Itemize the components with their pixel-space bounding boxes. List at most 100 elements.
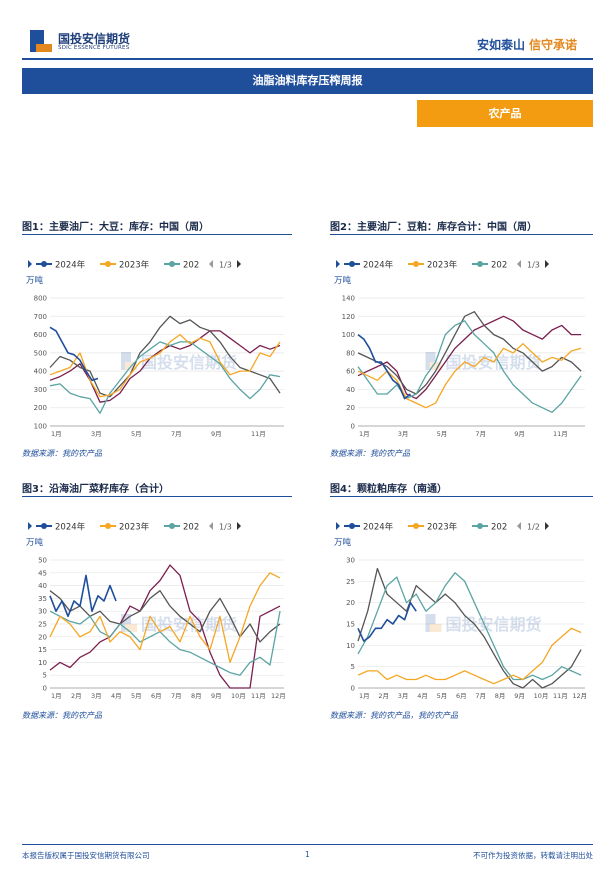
y-tick-label: 60: [346, 368, 355, 376]
legend-swatch-dot: [477, 261, 483, 267]
x-tick-label: 11月: [553, 692, 568, 700]
y-tick-label: 5: [351, 663, 355, 671]
legend-page-prev-icon[interactable]: [209, 522, 213, 530]
x-tick-label: 7月: [475, 430, 486, 438]
chart-3-source: 数据来源：我的农产品: [22, 711, 102, 720]
y-tick-label: 15: [346, 621, 355, 629]
slogan: 安如泰山 信守承诺: [477, 36, 577, 53]
y-tick-label: 20: [38, 633, 47, 641]
chart-2-title-rule: [330, 234, 593, 235]
y-tick-label: 700: [34, 313, 47, 321]
legend-label[interactable]: 2023年: [119, 260, 150, 271]
y-tick-label: 120: [342, 313, 355, 321]
legend-label[interactable]: 202: [183, 261, 199, 271]
chart-legend: 2024年 2023年 202 1/2: [336, 522, 549, 533]
x-tick-label: 11月: [251, 692, 266, 700]
legend-label[interactable]: 202: [183, 523, 199, 533]
footer-page-number: 1: [305, 850, 310, 859]
chart-legend: 2024年 2023年 202 1/3: [28, 260, 241, 271]
series-line-3: [357, 320, 582, 413]
y-unit-label: 万吨: [26, 275, 44, 286]
x-tick-label: 5月: [131, 692, 142, 700]
legend-swatch-dot: [169, 523, 175, 529]
legend-label[interactable]: 2023年: [119, 522, 150, 533]
legend-swatch-dot: [349, 523, 355, 529]
legend-page-next-icon[interactable]: [237, 260, 241, 268]
slogan-part-1: 安如泰山: [476, 38, 525, 52]
y-tick-label: 20: [346, 404, 355, 412]
series-line-2: [357, 343, 582, 409]
legend-prev-icon[interactable]: [28, 522, 32, 530]
x-tick-label: 3月: [91, 692, 102, 700]
y-tick-label: 40: [38, 582, 47, 590]
x-tick-label: 3月: [398, 692, 409, 700]
legend-label[interactable]: 2024年: [55, 522, 86, 533]
x-tick-label: 1月: [359, 692, 370, 700]
logo-text-cn: 国投安信期货: [58, 32, 131, 46]
y-tick-label: 0: [351, 685, 355, 693]
y-tick-label: 5: [43, 672, 47, 680]
chart-2-title: 图2：主要油厂：豆粕：库存合计：中国（周）: [330, 222, 537, 233]
legend-label[interactable]: 202: [491, 523, 507, 533]
chart-legend: 2024年 2023年 202 1/3: [336, 260, 549, 271]
y-tick-label: 25: [38, 621, 47, 629]
chart-2: 2024年 2023年 202 1/3 万吨 0 20 40 60 80 100 120 140 1月 3月…: [334, 260, 585, 438]
y-tick-label: 800: [34, 295, 47, 303]
series-line-2: [357, 627, 582, 685]
legend-page-next-icon[interactable]: [545, 522, 549, 530]
legend-page-next-icon[interactable]: [237, 522, 241, 530]
chart-4-title-rule: [330, 496, 593, 497]
y-tick-label: 200: [34, 404, 47, 412]
legend-label[interactable]: 202: [491, 261, 507, 271]
legend-page-prev-icon[interactable]: [209, 260, 213, 268]
watermark-mark-icon: [425, 614, 436, 632]
legend-prev-icon[interactable]: [28, 260, 32, 268]
y-tick-label: 80: [346, 349, 355, 357]
x-tick-label: 1月: [51, 692, 62, 700]
footer-rule: [22, 844, 593, 845]
legend-swatch-dot: [41, 523, 47, 529]
legend-page-prev-icon[interactable]: [517, 522, 521, 530]
series-line-1: [49, 574, 117, 618]
legend-label[interactable]: 2024年: [363, 260, 394, 271]
chart-3-title: 图3：沿海油厂菜籽库存（合计）: [22, 484, 169, 495]
legend-prev-icon[interactable]: [336, 522, 340, 530]
legend-swatch-dot: [41, 261, 47, 267]
x-tick-label: 12月: [271, 692, 286, 700]
series-line-4: [357, 567, 582, 689]
y-tick-label: 600: [34, 331, 47, 339]
x-tick-label: 10月: [231, 692, 246, 700]
legend-label[interactable]: 2024年: [363, 522, 394, 533]
x-tick-label: 5月: [437, 692, 448, 700]
chart-4: 2024年 2023年 202 1/2 万吨 0 5 10 15 20 25 30 1月 2月 3月 4月 5月…: [334, 522, 587, 701]
legend-page-prev-icon[interactable]: [517, 260, 521, 268]
chart-3: 2024年 2023年 202 1/3 万吨 0 5 10 15 20 25 30 35 40 45 50 1月…: [26, 522, 286, 701]
chart-1-title-rule: [22, 234, 292, 235]
y-tick-label: 40: [346, 386, 355, 394]
y-tick-label: 20: [346, 599, 355, 607]
x-tick-label: 8月: [495, 692, 506, 700]
series-line-3: [357, 572, 582, 681]
x-tick-label: 9月: [211, 430, 222, 438]
chart-1-title: 图1：主要油厂：大豆：库存：中国（周）: [22, 222, 209, 233]
legend-prev-icon[interactable]: [336, 260, 340, 268]
legend-label[interactable]: 2024年: [55, 260, 86, 271]
watermark-mark-accent: [429, 362, 442, 370]
y-unit-label: 万吨: [334, 537, 352, 548]
x-tick-label: 11月: [553, 430, 568, 438]
series-line-1: [357, 333, 411, 400]
watermark-text: 国投安信期货: [141, 353, 237, 372]
x-tick-label: 7月: [171, 430, 182, 438]
x-tick-label: 9月: [211, 692, 222, 700]
legend-swatch-dot: [477, 523, 483, 529]
y-tick-label: 50: [38, 557, 47, 565]
legend-label[interactable]: 2023年: [427, 522, 458, 533]
watermark: 国投安信期货: [425, 352, 542, 372]
slogan-part-2: 信守承诺: [528, 38, 577, 52]
legend-pager: 1/3: [527, 261, 540, 270]
chart-2-source: 数据来源：我的农产品: [330, 449, 410, 458]
legend-label[interactable]: 2023年: [427, 260, 458, 271]
watermark-mark-accent: [429, 624, 442, 632]
x-tick-label: 5月: [131, 430, 142, 438]
legend-page-next-icon[interactable]: [545, 260, 549, 268]
